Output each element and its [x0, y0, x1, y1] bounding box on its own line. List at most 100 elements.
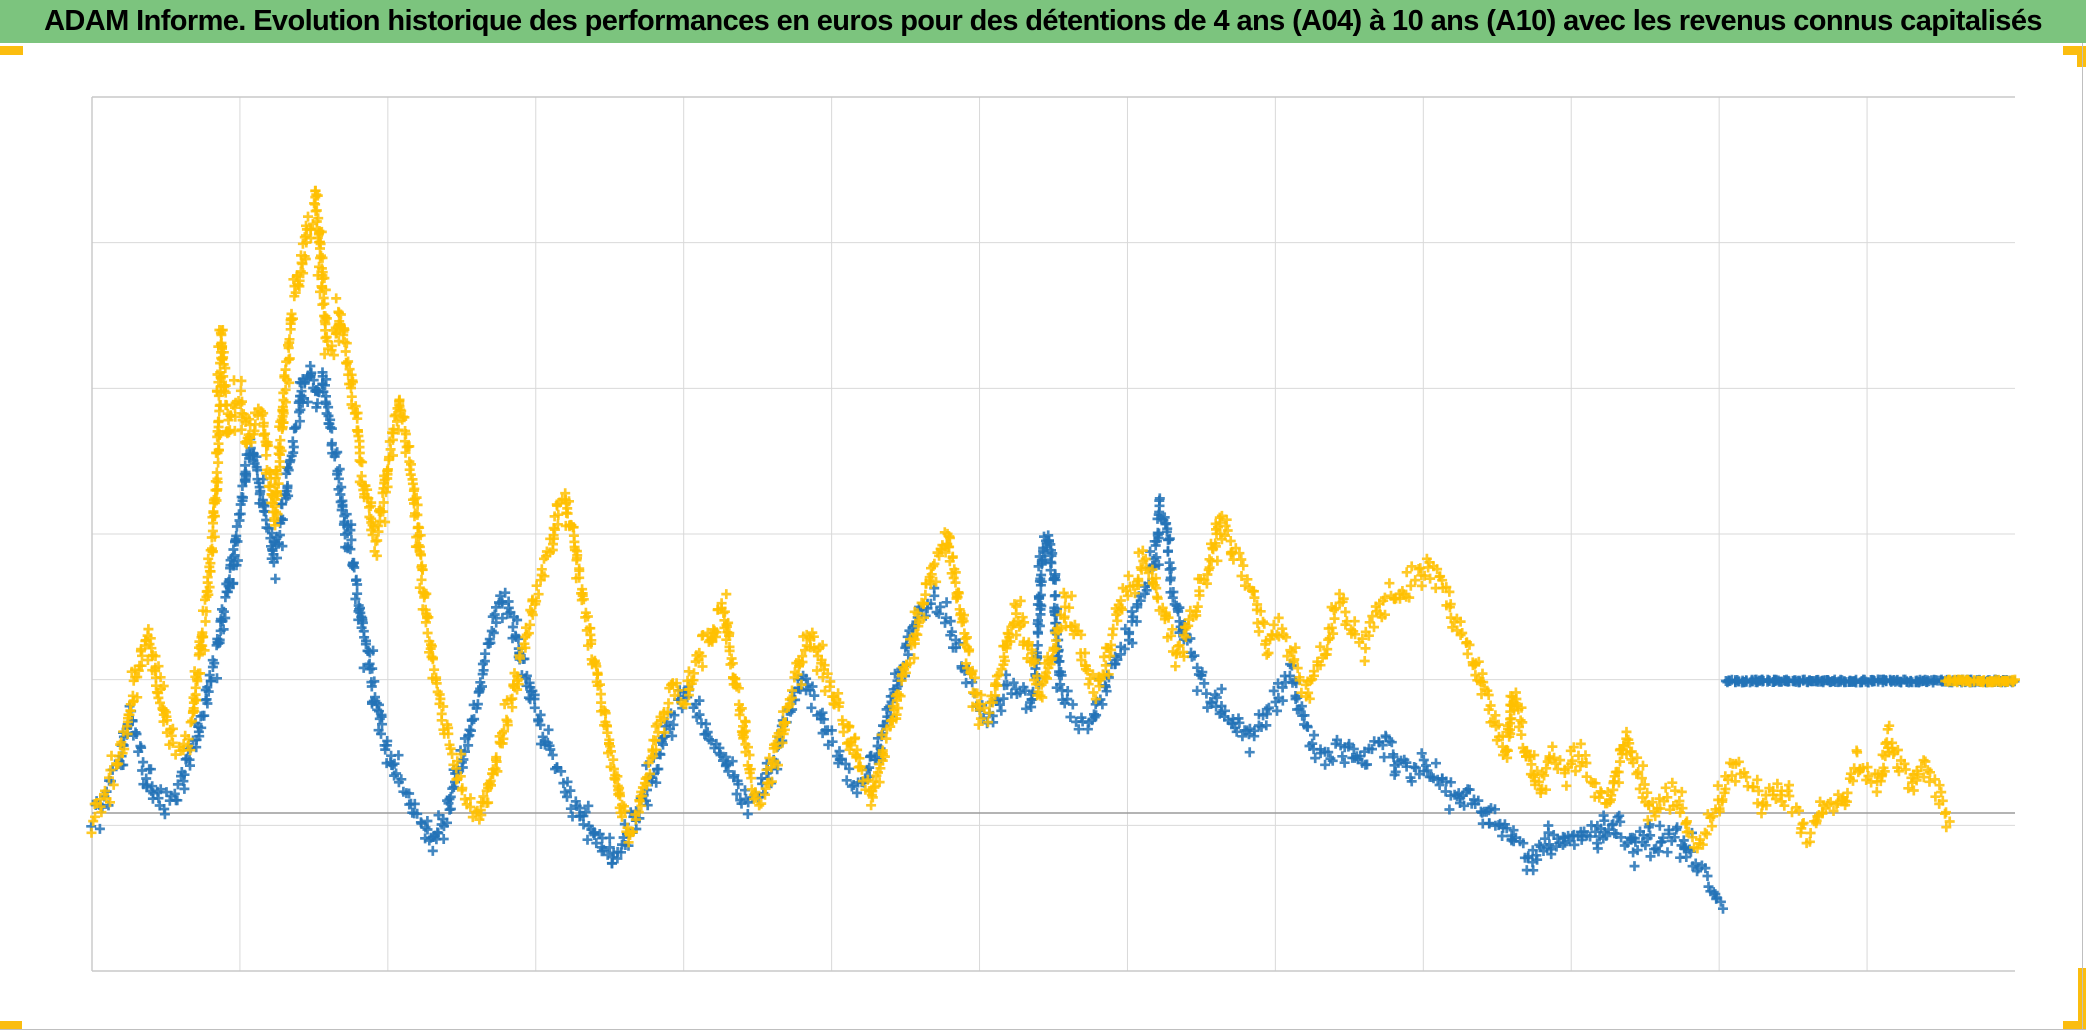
plus-marker: [167, 737, 178, 748]
plus-marker: [122, 729, 133, 739]
plus-marker: [387, 434, 398, 445]
plus-marker: [316, 226, 327, 237]
plus-marker: [596, 846, 607, 857]
plus-marker: [1674, 796, 1685, 806]
plus-marker: [269, 515, 280, 526]
plus-marker: [499, 726, 509, 737]
plus-marker: [1794, 805, 1804, 816]
plus-marker: [1164, 533, 1175, 544]
plus-marker: [777, 737, 788, 748]
plus-marker: [1117, 604, 1128, 615]
plus-marker: [586, 635, 597, 646]
plus-marker: [153, 692, 164, 703]
plus-marker: [465, 802, 476, 812]
plus-marker: [397, 414, 408, 425]
plus-marker: [583, 800, 594, 811]
plus-marker: [470, 807, 481, 818]
plus-marker: [317, 267, 328, 278]
plus-marker: [1292, 663, 1303, 674]
plus-marker: [404, 788, 415, 799]
plus-marker: [150, 651, 161, 662]
plus-marker: [1662, 847, 1673, 858]
plus-marker: [734, 709, 745, 720]
plus-marker: [274, 530, 285, 540]
plus-marker: [1516, 729, 1527, 740]
plus-marker: [185, 745, 196, 756]
plus-marker: [507, 622, 518, 632]
plus-marker: [1263, 702, 1274, 713]
plus-marker: [1632, 752, 1643, 763]
plus-marker: [846, 781, 857, 792]
plus-marker: [116, 737, 127, 748]
plus-marker: [328, 350, 339, 361]
plus-marker: [1893, 766, 1904, 777]
plus-marker: [284, 377, 295, 388]
plus-marker: [602, 721, 612, 732]
plus-marker: [1508, 825, 1519, 836]
plus-marker: [934, 550, 945, 561]
plus-marker: [1150, 540, 1161, 551]
plus-marker: [1384, 578, 1395, 589]
plus-marker: [365, 501, 376, 512]
plus-marker: [1327, 755, 1338, 766]
plus-marker: [1730, 776, 1741, 787]
plus-marker: [367, 663, 378, 674]
plus-marker: [565, 785, 576, 796]
plus-marker: [1478, 677, 1489, 688]
plus-marker: [668, 719, 679, 730]
plus-marker: [852, 744, 863, 755]
plus-marker: [1484, 818, 1495, 829]
plus-marker: [634, 796, 645, 807]
plus-marker: [1930, 791, 1941, 802]
plus-marker: [1804, 836, 1815, 847]
plus-marker: [1639, 779, 1650, 790]
plus-marker: [1339, 757, 1350, 768]
plus-marker: [406, 459, 416, 470]
plus-marker: [826, 725, 837, 736]
plus-marker: [145, 633, 156, 644]
plus-marker: [283, 490, 294, 501]
plus-marker: [1445, 777, 1456, 788]
plus-marker: [1406, 561, 1417, 572]
plus-marker: [1614, 810, 1625, 821]
plus-marker: [1337, 751, 1348, 762]
plus-marker: [276, 445, 287, 456]
plus-marker: [545, 744, 556, 755]
plus-marker: [1302, 722, 1313, 732]
plus-marker: [1296, 701, 1307, 712]
plus-marker: [1359, 656, 1370, 666]
plus-marker: [633, 807, 644, 818]
plus-marker: [574, 563, 585, 574]
plus-marker: [396, 774, 407, 785]
plus-marker: [278, 387, 289, 398]
plus-marker: [1606, 790, 1617, 801]
plus-marker: [300, 254, 311, 264]
plus-marker: [1046, 654, 1057, 665]
plus-marker: [578, 594, 589, 605]
plus-marker: [357, 457, 368, 468]
plus-marker: [1328, 604, 1339, 615]
plus-marker: [1642, 815, 1653, 826]
plus-marker: [452, 756, 463, 767]
plus-marker: [536, 570, 547, 580]
plus-marker: [727, 756, 738, 767]
hairline-bottom: [0, 1029, 2086, 1030]
plus-marker: [1918, 772, 1929, 783]
plus-marker: [477, 681, 487, 692]
plus-marker: [612, 771, 623, 782]
plus-marker: [438, 834, 449, 844]
plus-marker: [1879, 766, 1890, 777]
plus-marker: [571, 555, 582, 566]
plus-marker: [1621, 733, 1632, 744]
plus-marker: [431, 672, 442, 683]
plus-marker: [346, 379, 357, 389]
plus-marker: [1608, 819, 1619, 830]
plus-marker: [1633, 767, 1644, 777]
plus-marker: [1119, 643, 1130, 654]
plus-marker: [422, 628, 433, 638]
plus-marker: [218, 624, 229, 635]
plus-marker: [267, 544, 278, 555]
plus-marker: [760, 783, 771, 794]
plus-marker: [214, 637, 225, 648]
plus-marker: [750, 787, 761, 798]
